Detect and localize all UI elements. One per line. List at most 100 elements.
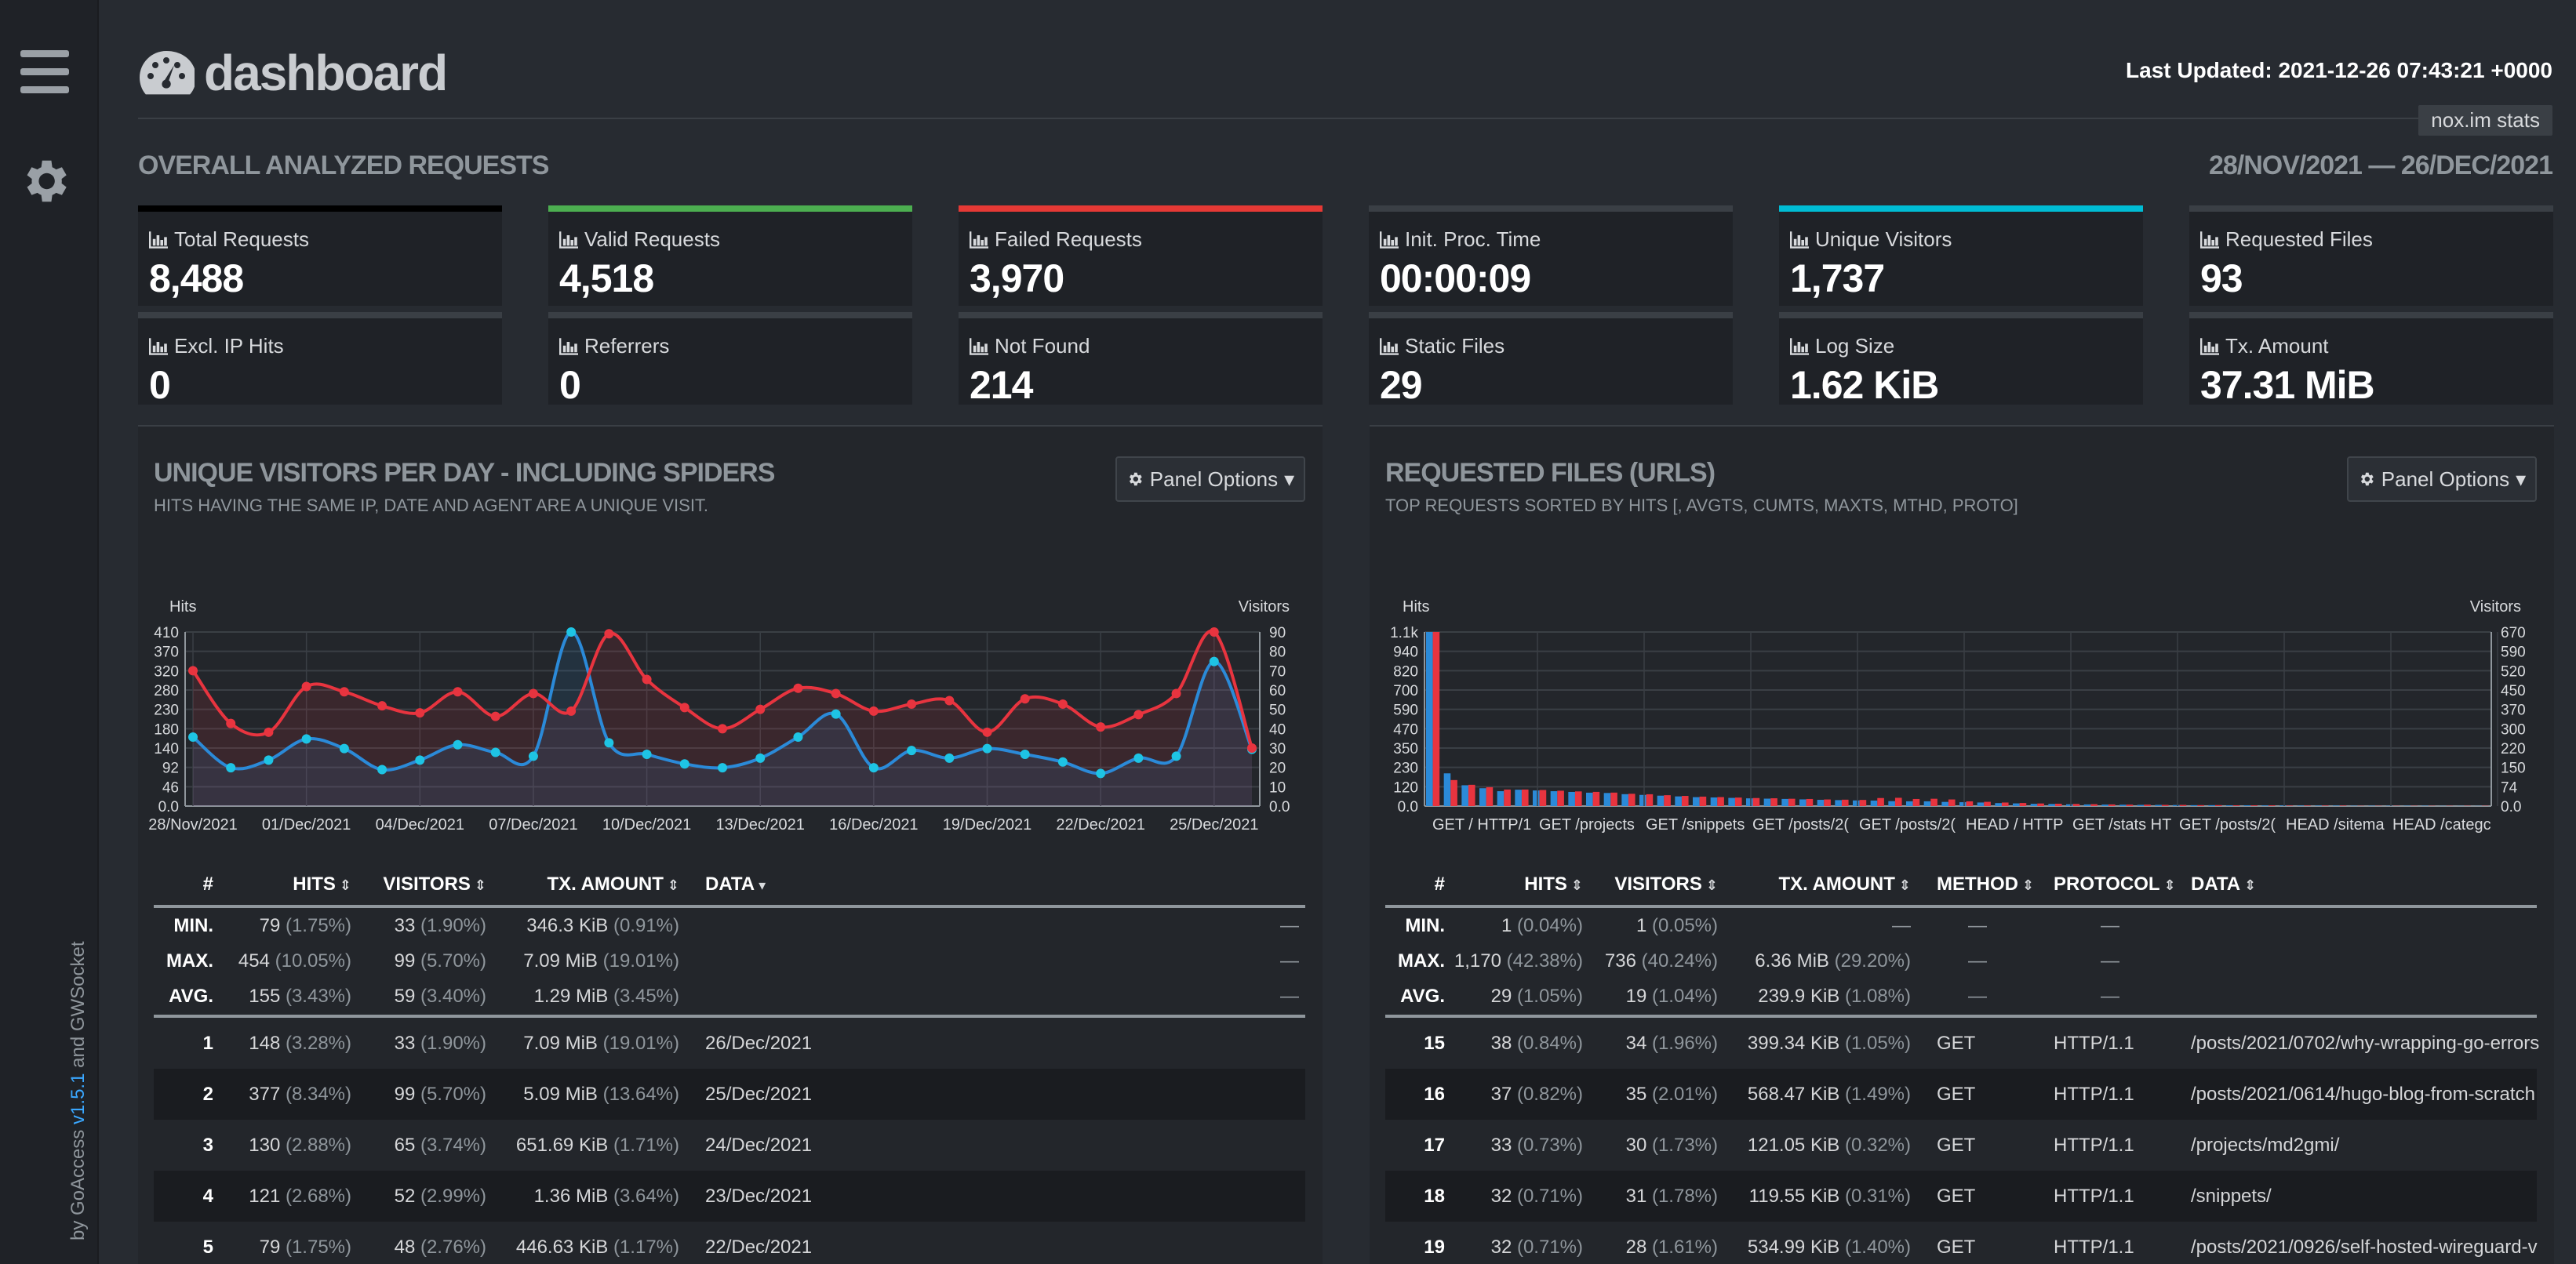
sort-icon[interactable]: ⇕ [335,877,351,893]
hits-bar [2315,805,2322,806]
x-tick-label: GET /posts/2( [2179,816,2276,834]
files-panel-options-button[interactable]: Panel Options ▾ [2347,456,2537,502]
sort-caret-icon[interactable]: ▾ [755,877,766,893]
visitors-cell-value: 34 [1625,1032,1647,1054]
column-header-2[interactable]: VISITORS ⇕ [383,874,486,895]
stat-card: Total Requests 8,488 [138,205,502,306]
hits-cell-value: 29 [1490,986,1512,1007]
tx-cell: 568.47 KiB (1.49%) [1748,1084,1911,1106]
summary-row[interactable]: MAX. 1,170 (42.38%) 736 (40.24%) 6.36 MiB (… [1385,943,2537,979]
stat-card: Static Files 29 [1369,312,1733,407]
table-row[interactable]: 19 32 (0.71%) 28 (1.61%) 534.99 KiB (1.40%)… [1385,1222,2537,1264]
column-header-3[interactable]: TX. AMOUNT ⇕ [1778,874,1911,895]
method-cell: GET [1937,1185,1976,1207]
visitors-bar [2054,803,2062,806]
data-cell: /posts/2021/0702/why-wrapping-go-errors [2191,1032,2540,1054]
sort-icon[interactable]: ⇕ [2240,877,2257,893]
method-cell: GET [1937,1134,1976,1156]
bar-chart-icon [2200,231,2219,249]
column-header-0[interactable]: # [202,874,213,895]
tx-cell-value: 119.55 KiB [1748,1185,1840,1207]
y2-tick-label: 150 [2501,761,2526,777]
row-number: 17 [1424,1134,1445,1156]
hits-point [339,743,349,754]
hits-bar [2066,804,2073,806]
overall-title: OVERALL ANALYZED REQUESTS [138,151,549,180]
tx-cell-value: 534.99 KiB [1747,1236,1840,1258]
hits-cell: 33 (0.73%) [1491,1135,1583,1157]
hamburger-menu-icon[interactable] [20,50,69,94]
y-tick-label: 320 [154,663,179,680]
stat-card: Failed Requests 3,970 [959,205,1323,306]
visitors-cell-percent: (5.70%) [415,950,486,972]
summary-row[interactable]: AVG. 29 (1.05%) 19 (1.04%) 239.9 KiB (1.08%… [1385,979,2537,1018]
visitors-cell-value: 99 [394,950,416,972]
sort-icon[interactable]: ⇕ [2159,877,2176,893]
summary-row[interactable]: MIN. 79 (1.75%) 33 (1.90%) 346.3 KiB (0.91%… [154,908,1305,943]
hits-point [415,755,425,765]
tx-cell-percent: (1.08%) [1839,986,1911,1007]
visitors-point [566,706,577,716]
hits-point [604,738,614,748]
gear-icon[interactable] [17,154,72,209]
hits-cell-percent: (1.75%) [280,914,351,936]
y-tick-label: 820 [1393,663,1418,680]
tx-cell: 1.29 MiB (3.45%) [534,986,679,1008]
sort-icon[interactable]: ⇕ [1894,877,1911,893]
hits-cell: 32 (0.71%) [1491,1237,1583,1259]
stat-card-value: 00:00:09 [1380,256,1531,300]
table-row[interactable]: 5 79 (1.75%) 48 (2.76%) 446.63 KiB (1.17%) 2… [154,1222,1305,1264]
table-row[interactable]: 4 121 (2.68%) 52 (2.99%) 1.36 MiB (3.64%) 23… [154,1171,1305,1222]
method-cell: — [1968,986,1987,1007]
hits-cell: 1,170 (42.38%) [1454,950,1583,972]
visitors-point [1171,688,1181,699]
column-header-3[interactable]: TX. AMOUNT ⇕ [547,874,679,895]
column-header-1[interactable]: HITS ⇕ [293,874,351,895]
hits-bar [1817,800,1825,806]
version-link[interactable]: v1.5.1 [67,1073,89,1124]
hits-point [679,759,689,769]
table-row[interactable]: 15 38 (0.84%) 34 (1.96%) 399.34 KiB (1.05%)… [1385,1018,2540,1069]
column-header-2[interactable]: VISITORS ⇕ [1614,874,1718,895]
hits-point [1133,753,1144,763]
tx-cell-value: 346.3 KiB [526,914,609,936]
table-row[interactable]: 1 148 (3.28%) 33 (1.90%) 7.09 MiB (19.01%) 2… [154,1018,1305,1069]
column-header-1[interactable]: HITS ⇕ [1524,874,1583,895]
sort-icon[interactable]: ⇕ [2018,877,2035,893]
table-row[interactable]: 2 377 (8.34%) 99 (5.70%) 5.09 MiB (13.64%) 2… [154,1069,1305,1120]
summary-row[interactable]: MIN. 1 (0.04%) 1 (0.05%) — — — [1385,908,2537,943]
visitors-point [226,718,236,728]
visitors-cell: 1 (0.05%) [1636,915,1718,937]
sort-icon[interactable]: ⇕ [1701,877,1718,893]
sort-icon[interactable]: ⇕ [1566,877,1583,893]
hits-point [868,763,879,773]
column-header-0[interactable]: # [1434,874,1445,895]
column-header-5[interactable]: PROTOCOL ⇕ [2054,874,2176,895]
tx-cell-value: 6.36 MiB [1755,950,1829,972]
column-header-6[interactable]: DATA ⇕ [2191,874,2257,895]
column-header-4[interactable]: DATA ▾ [705,874,766,895]
visitors-panel-options-button[interactable]: Panel Options ▾ [1115,456,1305,502]
summary-row[interactable]: MAX. 454 (10.05%) 99 (5.70%) 7.09 MiB (19.0… [154,943,1305,979]
data-cell: 24/Dec/2021 [705,1134,813,1156]
tx-cell-value: 5.09 MiB [523,1083,598,1105]
visitors-bar [1912,798,1920,806]
visitors-cell: 99 (5.70%) [395,1084,486,1106]
summary-row[interactable]: AVG. 155 (3.43%) 59 (3.40%) 1.29 MiB (3.45%… [154,979,1305,1018]
stat-card-label: Init. Proc. Time [1380,227,1541,252]
table-row[interactable]: 3 130 (2.88%) 65 (3.74%) 651.69 KiB (1.71%)… [154,1120,1305,1171]
sort-icon[interactable]: ⇕ [470,877,486,893]
sort-icon[interactable]: ⇕ [663,877,679,893]
y2-tick-label: 0.0 [1269,799,1290,815]
y-tick-label: 700 [1393,683,1418,699]
table-row[interactable]: 18 32 (0.71%) 31 (1.78%) 119.55 KiB (0.31%)… [1385,1171,2537,1222]
column-header-4[interactable]: METHOD ⇕ [1937,874,2035,895]
visitors-bar [1539,790,1547,806]
table-row[interactable]: 17 33 (0.73%) 30 (1.73%) 121.05 KiB (0.32%)… [1385,1120,2537,1171]
hits-bar [1959,802,1967,806]
visitors-bar [2286,805,2294,806]
hits-bar [2279,805,2287,806]
table-row[interactable]: 16 37 (0.82%) 35 (2.01%) 568.47 KiB (1.49%)… [1385,1069,2537,1120]
hits-cell-percent: (10.05%) [269,950,351,972]
x-tick-label: HEAD /categc [2392,816,2491,834]
